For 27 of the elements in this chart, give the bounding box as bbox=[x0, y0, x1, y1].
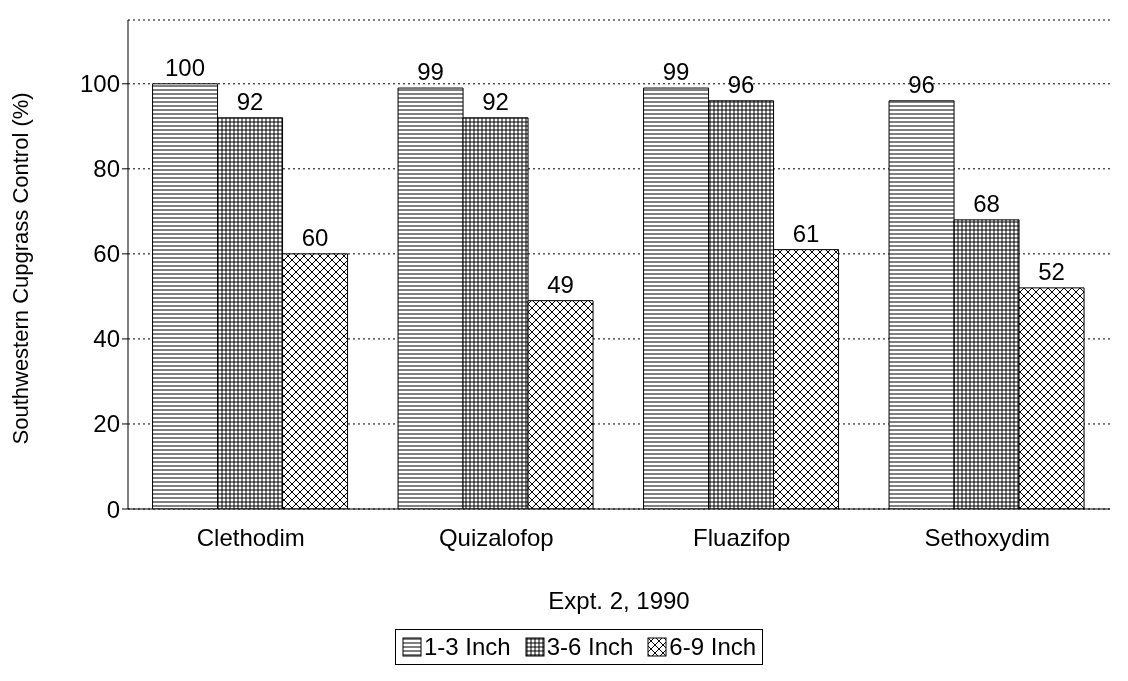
data-label: 99 bbox=[417, 58, 444, 86]
y-axis-title: Southwestern Cupgrass Control (%) bbox=[7, 92, 33, 445]
data-label: 49 bbox=[547, 270, 574, 298]
x-tick-label: Fluazifop bbox=[693, 524, 791, 552]
y-tick-label: 0 bbox=[106, 495, 120, 523]
x-tick-label: Quizalofop bbox=[438, 524, 554, 552]
data-label: 99 bbox=[662, 58, 690, 86]
data-label: 68 bbox=[973, 189, 1000, 217]
y-tick-label: 80 bbox=[93, 155, 120, 183]
y-tick-label: 60 bbox=[93, 240, 120, 268]
data-label: 92 bbox=[482, 87, 509, 115]
data-label: 61 bbox=[792, 219, 820, 247]
data-label: 52 bbox=[1038, 257, 1065, 285]
y-tick-label: 20 bbox=[93, 410, 120, 438]
x-tick-label: Clethodim bbox=[196, 524, 305, 552]
data-label: 96 bbox=[727, 70, 755, 98]
x-axis-title: Expt. 2, 1990 bbox=[548, 587, 690, 614]
data-label: 60 bbox=[301, 223, 329, 251]
legend-label: 6-9 Inch bbox=[669, 633, 757, 661]
legend-label: 3-6 Inch bbox=[546, 633, 634, 661]
y-tick-label: 100 bbox=[79, 70, 120, 98]
data-label: 100 bbox=[165, 53, 206, 81]
y-tick-label: 40 bbox=[93, 325, 120, 353]
data-label: 96 bbox=[908, 70, 935, 98]
legend-label: 1-3 Inch bbox=[423, 633, 511, 661]
data-label: 92 bbox=[236, 87, 264, 115]
x-tick-label: Sethoxydim bbox=[924, 524, 1050, 552]
